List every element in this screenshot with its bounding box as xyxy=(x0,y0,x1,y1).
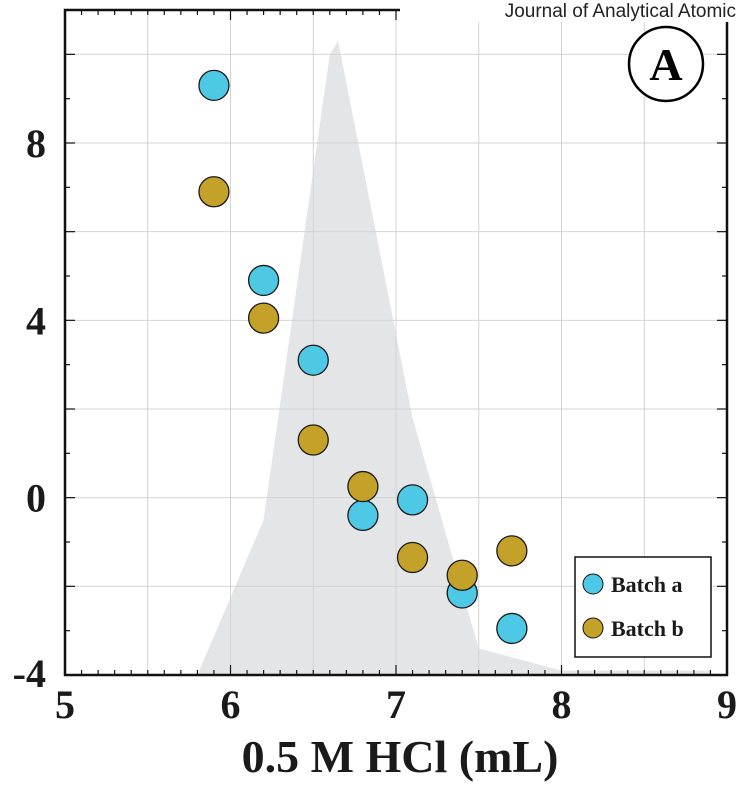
legend-marker-batch-b xyxy=(582,617,604,639)
data-point-batch-b xyxy=(496,535,528,567)
legend-label-batch-a: Batch a xyxy=(611,572,683,597)
legend: Batch a Batch b xyxy=(574,556,712,658)
x-tick-label: 9 xyxy=(717,682,737,727)
x-tick-label: 5 xyxy=(55,682,75,727)
plot-frame xyxy=(63,8,729,677)
y-tick-labels: -4 0 4 8 xyxy=(13,121,46,696)
y-tick-label: -4 xyxy=(13,651,46,696)
data-point-batch-b xyxy=(446,559,478,591)
shaded-region-layer xyxy=(197,41,711,676)
panel-label-circle xyxy=(627,25,705,103)
data-point-batch-b xyxy=(247,302,280,334)
data-point-batch-a xyxy=(347,499,379,532)
x-tick-label: 6 xyxy=(221,682,241,727)
data-point-batch-b xyxy=(396,541,429,574)
journal-header: Journal of Analytical Atomic xyxy=(505,1,736,22)
data-point-batch-a xyxy=(198,69,230,102)
y-tick-label: 0 xyxy=(26,476,46,521)
data-point-batch-a xyxy=(396,484,429,516)
header-backdrop xyxy=(400,0,739,22)
shaded-region xyxy=(197,41,711,676)
panel-label: A xyxy=(649,39,682,90)
data-point-batch-b xyxy=(198,176,230,208)
data-point-batch-a xyxy=(297,344,329,376)
data-point-batch-a xyxy=(247,264,280,297)
legend-box xyxy=(574,556,712,658)
x-tick-labels: 5 6 7 8 9 xyxy=(55,682,737,727)
panel-label-badge: A xyxy=(627,25,705,103)
data-point-batch-b xyxy=(347,470,379,503)
x-tick-label: 8 xyxy=(552,682,572,727)
data-point-batch-b xyxy=(297,424,329,456)
x-tick-label: 7 xyxy=(386,682,406,727)
y-tick-label: 8 xyxy=(26,121,46,166)
data-points-layer xyxy=(198,69,528,645)
legend-label-batch-b: Batch b xyxy=(611,616,684,641)
y-tick-label: 4 xyxy=(26,298,46,343)
x-axis-title: 0.5 M HCl (mL) xyxy=(242,731,559,782)
legend-marker-batch-a xyxy=(582,573,604,595)
data-point-batch-a xyxy=(496,612,528,645)
